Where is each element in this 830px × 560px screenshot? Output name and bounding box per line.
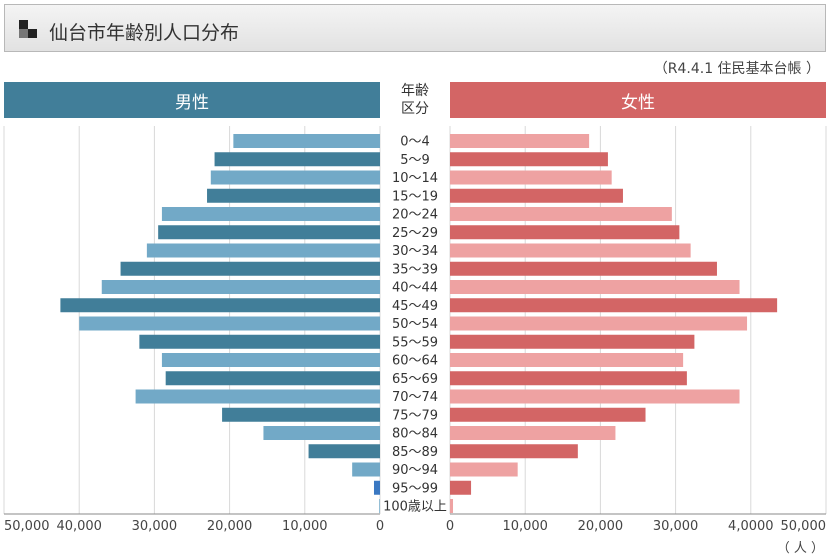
age-label: 30～34	[392, 244, 438, 259]
age-label: 90～94	[392, 463, 438, 478]
female-bar	[450, 499, 454, 513]
female-tick-label: 4,0000	[728, 519, 774, 534]
female-bar	[450, 152, 608, 167]
age-label: 40～44	[392, 281, 438, 296]
male-bar	[373, 480, 380, 495]
male-bar	[146, 243, 380, 258]
male-bar	[233, 134, 380, 148]
female-bar	[450, 280, 740, 294]
female-bar	[450, 170, 612, 185]
age-header-line2: 区分	[401, 101, 429, 117]
male-bar	[308, 444, 380, 459]
age-label: 95～99	[392, 481, 438, 496]
age-label: 65～69	[392, 372, 438, 387]
male-bar	[135, 389, 380, 404]
male-tick-label: 40,000	[56, 519, 102, 534]
female-bar	[450, 444, 578, 459]
age-label: 100歳以上	[383, 500, 447, 515]
age-header-line1: 年齢	[401, 83, 429, 99]
male-tick-label: 20,000	[207, 519, 253, 534]
female-bar	[450, 426, 616, 440]
page-title: 仙台市年齢別人口分布	[49, 22, 240, 44]
male-tick-label: 0	[376, 519, 384, 534]
female-bar	[450, 462, 518, 477]
female-bar	[450, 316, 748, 331]
female-bar	[450, 334, 695, 349]
female-bar	[450, 353, 684, 367]
male-bar	[158, 225, 380, 240]
male-header: 男性	[4, 82, 380, 118]
male-bar	[379, 499, 380, 513]
female-bar	[450, 225, 680, 240]
age-label: 70～74	[392, 390, 438, 405]
female-tick-label: 10,000	[502, 519, 548, 534]
male-bar	[120, 261, 380, 276]
age-label: 25～29	[392, 226, 438, 241]
male-tick-label: 10,000	[282, 519, 328, 534]
female-tick-label: 50,000	[781, 519, 827, 534]
male-bar	[161, 207, 380, 221]
male-bar	[60, 298, 381, 313]
female-header: 女性	[450, 82, 826, 118]
age-label: 60～64	[392, 354, 438, 369]
female-bar	[450, 389, 740, 404]
female-bar	[450, 188, 623, 203]
male-bar	[139, 334, 380, 349]
age-label: 80～84	[392, 427, 438, 442]
age-label: 5～9	[400, 153, 430, 168]
male-bar	[165, 371, 380, 386]
male-bar	[263, 426, 380, 440]
male-tick-label: 50,000	[4, 519, 50, 534]
age-label: 0～4	[400, 135, 430, 150]
male-bar	[79, 316, 380, 331]
male-bar	[101, 280, 380, 294]
male-tick-label: 30,000	[132, 519, 178, 534]
female-bar	[450, 480, 472, 495]
male-bar	[207, 188, 380, 203]
age-label: 85～89	[392, 445, 438, 460]
age-label: 35～39	[392, 262, 438, 277]
female-bar	[450, 371, 687, 386]
title-bar: 仙台市年齢別人口分布	[4, 4, 826, 52]
female-bar	[450, 243, 691, 258]
female-bar	[450, 134, 590, 148]
female-bar	[450, 298, 778, 313]
age-label: 20～24	[392, 208, 438, 223]
female-tick-label: 0	[446, 519, 454, 534]
male-bar	[210, 170, 380, 185]
source-note: （R4.4.1 住民基本台帳 ）	[653, 61, 820, 77]
age-label: 55～59	[392, 335, 438, 350]
female-tick-label: 30,000	[653, 519, 699, 534]
male-bar	[161, 353, 380, 367]
female-tick-label: 20,000	[578, 519, 624, 534]
male-bar	[222, 407, 380, 422]
age-group-header: 年齢 区分	[380, 82, 450, 118]
age-label: 75～79	[392, 408, 438, 423]
female-bar	[450, 261, 717, 276]
age-label: 10～14	[392, 171, 438, 186]
checker-icon	[19, 20, 37, 38]
female-bar	[450, 207, 672, 221]
male-bar	[214, 152, 380, 167]
female-bar	[450, 407, 646, 422]
unit-label: （ 人 ）	[776, 541, 824, 556]
age-label: 45～49	[392, 299, 438, 314]
male-bar	[352, 462, 380, 477]
age-label: 15～19	[392, 189, 438, 204]
age-label: 50～54	[392, 317, 438, 332]
